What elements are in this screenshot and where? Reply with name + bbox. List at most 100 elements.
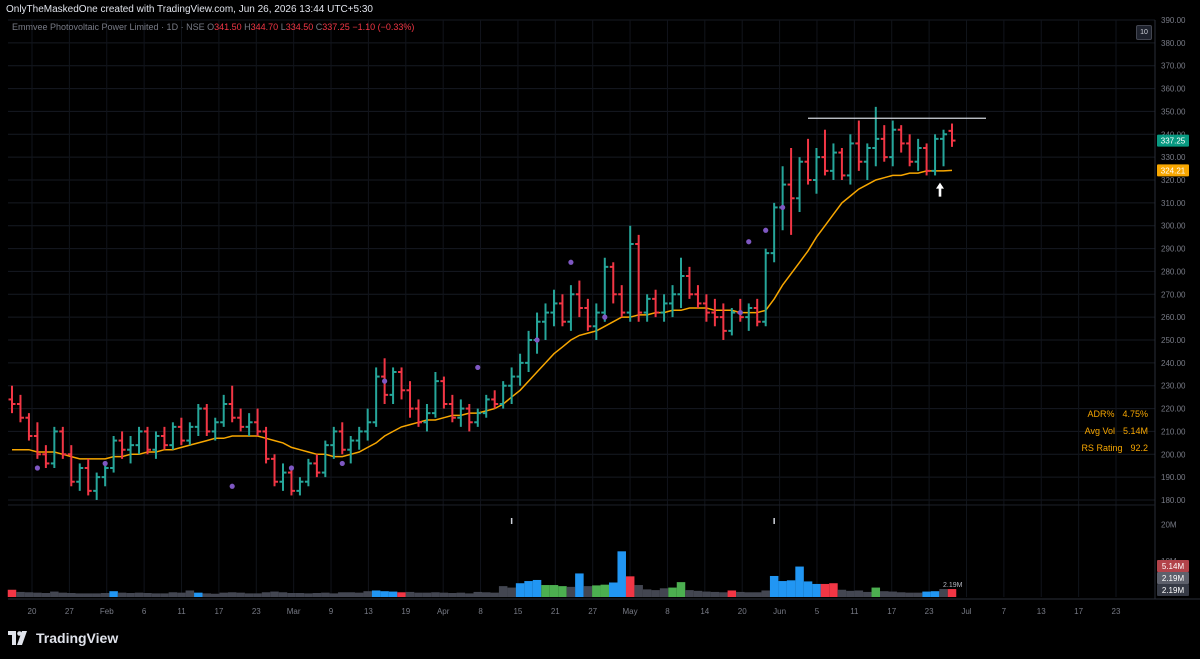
volume-bar — [177, 592, 186, 597]
ohlc-bar — [948, 123, 956, 147]
ohlc-bar — [770, 202, 778, 263]
volume-bar — [397, 592, 406, 597]
ohlc-bar — [923, 143, 931, 176]
price-tick-label: 390.00 — [1161, 16, 1186, 25]
volume-bar — [261, 592, 271, 597]
interval-badge[interactable]: 10 — [1136, 25, 1152, 40]
volume-bar — [829, 583, 838, 597]
volume-bar — [236, 592, 245, 597]
ohlc-bar — [135, 426, 143, 455]
volume-bar — [736, 591, 745, 597]
time-tick-label: 11 — [177, 607, 186, 616]
volume-bar — [896, 592, 906, 597]
chart-canvas[interactable]: 180.00 190.00 200.00 210.00 220.00 230.00 240.… — [0, 0, 1200, 620]
ohlc-bar — [186, 422, 194, 446]
ohlc-bar — [931, 134, 939, 176]
volume-bar — [676, 582, 686, 597]
volume-bar — [126, 593, 135, 597]
volume-bar — [905, 592, 914, 597]
ohlc-bar — [440, 376, 448, 409]
price-tick-label: 290.00 — [1161, 245, 1186, 254]
volume-bar — [109, 591, 118, 597]
ohlc-bar — [906, 134, 914, 167]
volume-bar — [625, 576, 635, 597]
ohlc-bar — [279, 463, 287, 491]
low-value: 334.50 — [285, 22, 314, 32]
ohlc-bar — [67, 445, 75, 487]
ohlc-bar — [660, 294, 668, 322]
volume-bar — [913, 592, 923, 597]
close-label: C — [315, 22, 323, 32]
signal-dot — [602, 314, 608, 320]
ohlc-bar — [855, 120, 863, 171]
ohlc-bar — [474, 408, 482, 427]
volume-bar — [312, 593, 322, 597]
high-value: 344.70 — [250, 22, 279, 32]
volume-bar — [456, 592, 466, 597]
signal-dot — [34, 465, 41, 471]
volume-bar — [863, 591, 872, 597]
volume-bar — [651, 590, 660, 597]
ohlc-bar — [160, 426, 168, 450]
ohlc-bar — [863, 143, 871, 180]
volume-bar — [151, 593, 161, 597]
ohlc-bar — [262, 426, 270, 464]
ohlc-bar — [702, 294, 710, 322]
ohlc-bar — [652, 289, 660, 318]
time-tick-label: 7 — [1002, 607, 1007, 616]
ohlc-bar — [719, 303, 727, 340]
time-tick-label: 9 — [329, 607, 334, 616]
volume-bar — [947, 589, 957, 597]
ohlc-bar — [101, 463, 109, 487]
signal-dot — [288, 465, 295, 471]
ohlc-bar — [567, 285, 575, 331]
ohlc-bar — [762, 248, 770, 327]
ohlc-bar — [542, 303, 550, 340]
volume-label: 5.14M — [1162, 562, 1185, 571]
volume-bar — [75, 593, 84, 597]
ohlc-bar — [685, 266, 693, 299]
stat-value: 4.75% — [1122, 409, 1148, 419]
time-tick-label: Mar — [287, 607, 301, 616]
volume-bar — [227, 592, 237, 597]
ohlc-bar — [330, 426, 338, 459]
ohlc-bar — [8, 385, 16, 414]
ohlc-bar — [33, 422, 41, 459]
ohlc-bar — [372, 367, 380, 427]
price-tick-label: 360.00 — [1161, 85, 1186, 94]
signal-dot — [780, 204, 786, 211]
ohlc-bar — [237, 408, 245, 432]
ohlc-bar — [406, 381, 414, 418]
volume-bar — [786, 580, 796, 597]
ohlc-bar — [25, 413, 33, 441]
ohlc-bar — [423, 404, 431, 432]
volume-bar — [642, 589, 652, 597]
volume-bar — [143, 593, 152, 597]
ohlc-bar — [321, 440, 329, 478]
price-tick-label: 250.00 — [1161, 336, 1186, 345]
time-tick-label: 27 — [65, 607, 74, 616]
ohlc-bar — [889, 120, 897, 167]
volume-bar — [659, 588, 669, 597]
volume-bar — [592, 585, 601, 597]
ohlc-bar — [821, 129, 829, 176]
volume-bar — [67, 593, 76, 597]
price-tick-label: 280.00 — [1161, 267, 1186, 276]
volume-bar — [490, 592, 499, 597]
ohlc-bar — [694, 285, 702, 308]
up-arrow-icon — [936, 182, 944, 197]
tradingview-logo[interactable]: TradingView — [8, 630, 118, 646]
time-tick-label: 8 — [478, 607, 483, 616]
ohlc-bar — [846, 134, 854, 185]
ohlc-bar — [575, 280, 583, 318]
volume-bar — [244, 593, 254, 597]
ohlc-bar — [677, 257, 685, 308]
volume-bar — [270, 591, 279, 597]
time-tick-label: 17 — [1074, 607, 1083, 616]
volume-label-bg — [1157, 572, 1189, 584]
symbol-name: Emmvee Photovoltaic Power Limited · 1D ·… — [12, 22, 205, 32]
ohlc-bar — [287, 468, 295, 496]
volume-bar — [414, 592, 423, 597]
ohlc-bar — [669, 285, 677, 318]
price-tick-label: 370.00 — [1161, 62, 1186, 71]
